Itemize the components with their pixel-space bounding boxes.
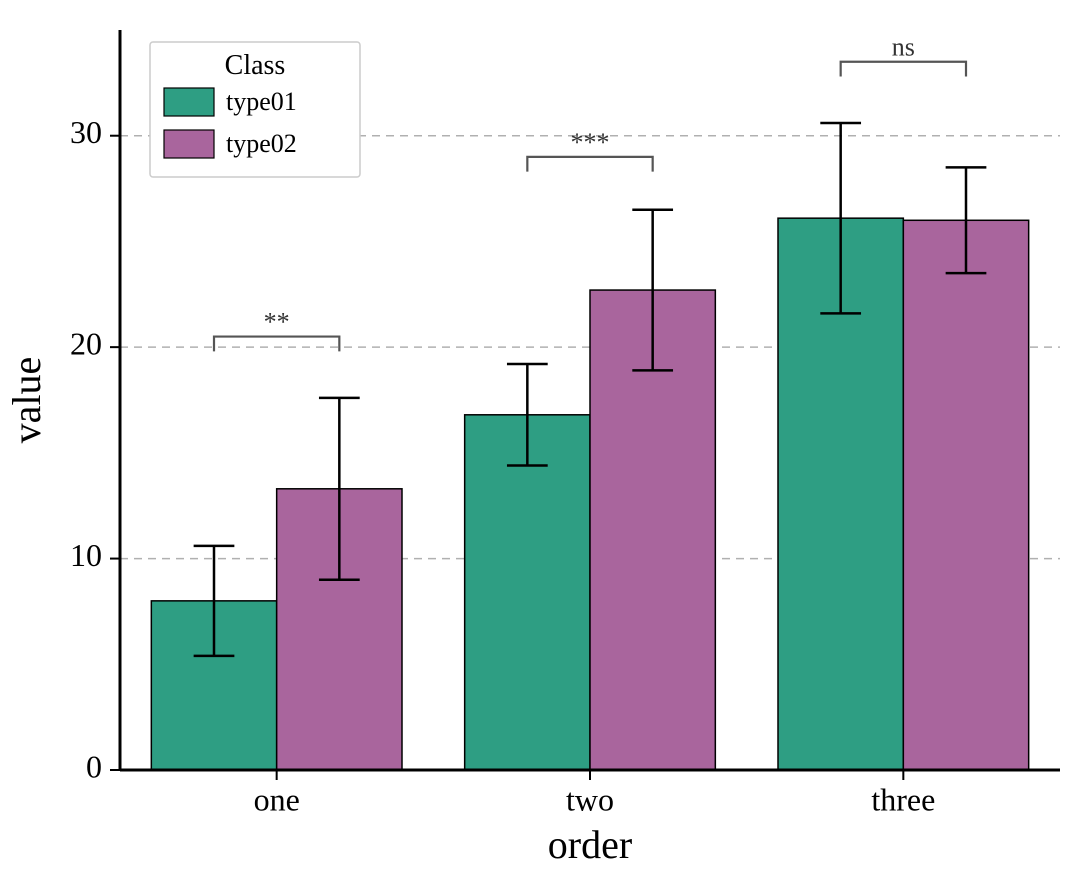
y-axis-label: value (4, 357, 49, 444)
bar-chart: *****ns0102030valueonetwothreeorderClass… (0, 0, 1080, 875)
significance-label: ** (264, 308, 290, 337)
legend-swatch (164, 88, 214, 116)
significance-bracket (841, 62, 966, 77)
legend-title: Class (225, 50, 286, 81)
significance-label: *** (571, 128, 610, 157)
legend-swatch (164, 130, 214, 158)
y-tick-label: 30 (70, 114, 102, 150)
bar-two-type01 (465, 415, 590, 770)
x-tick-label: three (871, 781, 935, 817)
y-tick-label: 0 (86, 748, 102, 784)
bar-three-type02 (903, 220, 1028, 770)
significance-label: ns (892, 33, 915, 62)
x-tick-label: two (566, 781, 614, 817)
significance-bracket (214, 337, 339, 352)
y-tick-label: 20 (70, 325, 102, 361)
x-tick-label: one (254, 781, 300, 817)
y-tick-label: 10 (70, 537, 102, 573)
legend-label: type02 (226, 129, 297, 158)
legend-label: type01 (226, 87, 297, 116)
x-axis-label: order (548, 822, 632, 867)
significance-bracket (527, 157, 652, 172)
